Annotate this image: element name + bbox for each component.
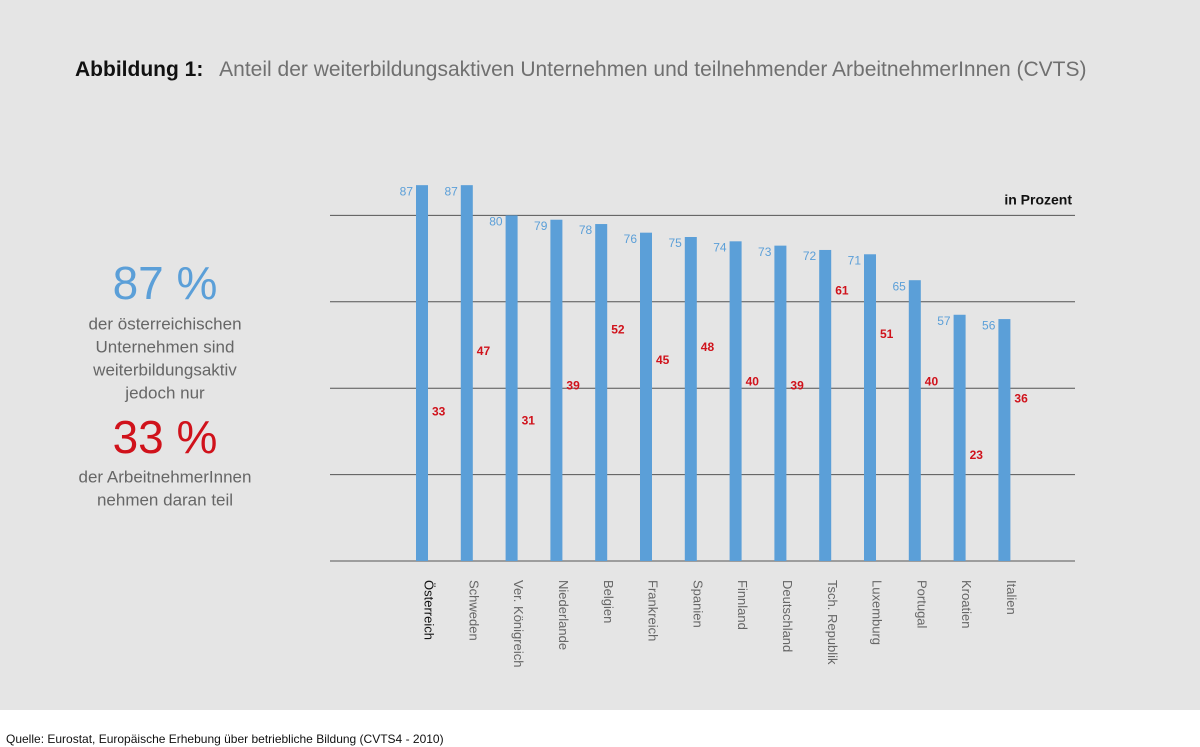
chart-title: Abbildung 1: Anteil der weiterbildungsak… [75,58,1086,81]
x-tick-label: Italien [1004,580,1019,615]
annotation-text: der österreichischen [88,314,241,333]
value-label: 33 [432,405,446,419]
people-bar [689,353,708,561]
x-tick-label: Deutschland [780,580,795,652]
people-bar [510,427,529,561]
annotation-text: weiterbildungsaktiv [92,360,237,379]
value-label: 51 [880,327,894,341]
people-bar [421,418,439,561]
title-label: Abbildung 1: [75,58,203,81]
value-label: 87 [444,184,458,198]
title-text: Anteil der weiterbildungsaktiven Unterne… [219,58,1086,81]
value-label: 87 [400,184,414,198]
people-bar [913,388,932,561]
x-tick-label: Österreich [422,580,437,640]
value-label: 75 [668,236,682,250]
x-tick-label: Schweden [466,580,481,641]
people-bar [555,392,574,561]
value-label: 74 [713,240,727,254]
people-bar [824,297,843,561]
value-label: 36 [1014,392,1028,406]
value-label: 72 [803,249,817,263]
value-label: 79 [534,219,548,233]
annotation-text: jedoch nur [124,383,205,402]
x-tick-label: Ver. Königreich [511,580,526,667]
people-bar [1003,405,1022,561]
value-label: 40 [925,374,939,388]
annotation-big: 87 % [113,257,218,309]
value-label: 45 [656,353,670,367]
x-tick-label: Niederlande [556,580,571,650]
value-label: 73 [758,245,772,259]
x-tick-label: Frankreich [646,580,661,641]
value-label: 65 [892,279,906,293]
people-bar [958,461,977,561]
annotation-text: der ArbeitnehmerInnen [79,467,252,486]
x-tick-label: Kroatien [959,580,974,628]
x-tick-label: Belgien [601,580,616,623]
value-label: 76 [624,232,638,246]
x-tick-label: Spanien [690,580,705,628]
value-label: 48 [701,340,715,354]
people-bar [779,392,798,561]
value-label: 57 [937,314,951,328]
value-label: 80 [489,215,503,229]
value-label: 31 [522,413,536,427]
people-bar [465,357,484,561]
value-label: 40 [746,374,760,388]
x-tick-label: Tsch. Republik [825,580,840,665]
value-label: 39 [566,379,580,393]
unit-label: in Prozent [1004,192,1072,208]
x-tick-label: Luxemburg [870,580,885,645]
value-label: 71 [848,253,862,267]
people-bar [734,388,753,561]
people-bar [869,340,887,561]
bar [505,215,518,561]
annotation-big: 33 % [113,411,218,463]
value-label: 56 [982,318,996,332]
annotation-text: nehmen daran teil [97,490,233,509]
x-tick-label: Finnland [735,580,750,630]
value-label: 52 [611,323,625,337]
people-bar [600,336,619,561]
value-label: 78 [579,223,593,237]
value-label: 39 [790,379,804,393]
people-bar [645,366,663,561]
value-label: 23 [970,448,984,462]
annotation-text: Unternehmen sind [96,337,235,356]
x-tick-label: Portugal [914,580,929,629]
value-label: 47 [477,344,491,358]
value-label: 61 [835,284,849,298]
source: Quelle: Eurostat, Europäische Erhebung ü… [6,732,444,746]
